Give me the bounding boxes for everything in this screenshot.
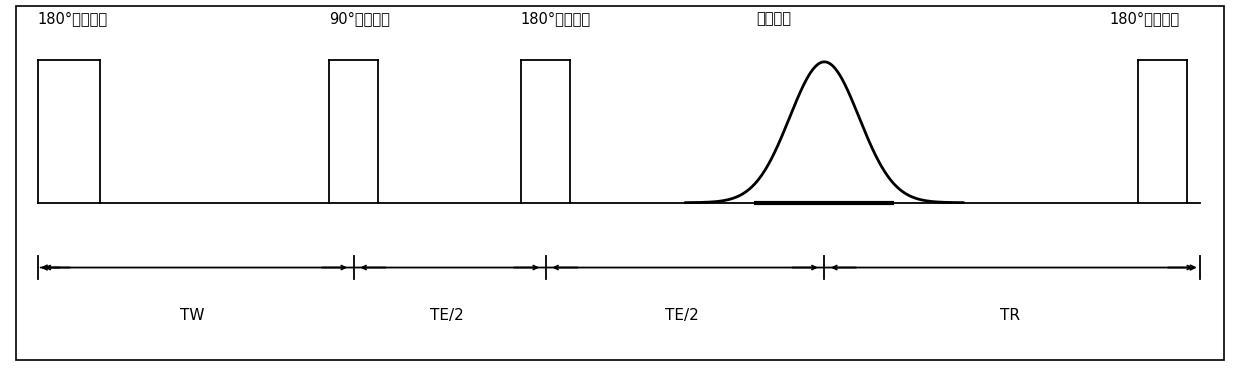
Text: 180°反转脉冲: 180°反转脉冲 (1110, 12, 1179, 27)
Text: TW: TW (181, 308, 205, 323)
Text: TR: TR (1001, 308, 1021, 323)
Text: 180°反转脉冲: 180°反转脉冲 (38, 12, 108, 27)
Text: 自旋回波: 自旋回波 (756, 12, 791, 27)
Text: 90°激发脉冲: 90°激发脉冲 (329, 12, 389, 27)
Text: TE/2: TE/2 (430, 308, 464, 323)
Text: 180°回聚脉冲: 180°回聚脉冲 (521, 12, 591, 27)
Text: TE/2: TE/2 (665, 308, 699, 323)
